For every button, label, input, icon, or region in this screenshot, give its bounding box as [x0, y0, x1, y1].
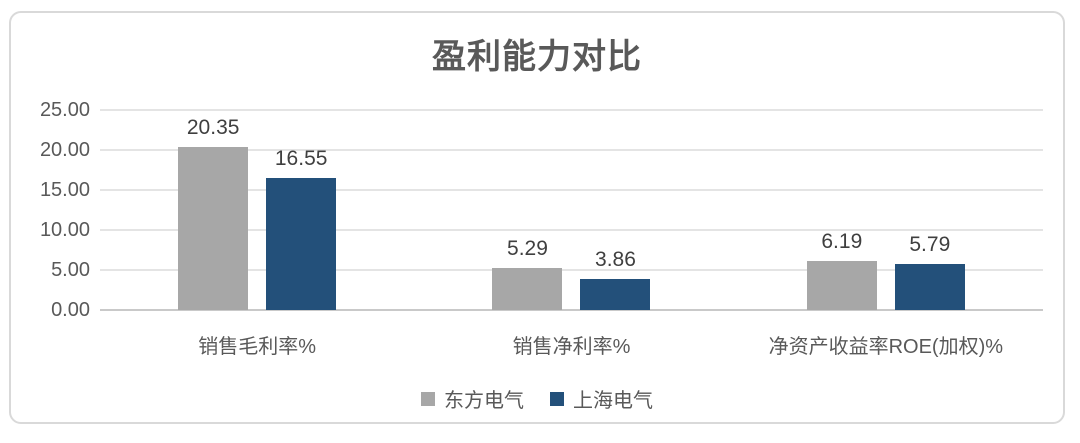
bar-东方电气: 20.35	[178, 116, 249, 310]
x-axis-category-label: 净资产收益率ROE(加权)%	[768, 336, 1004, 358]
bar-上海电气: 5.79	[894, 233, 965, 310]
bar-东方电气: 5.29	[492, 237, 563, 310]
y-axis-tick-label: 15.00	[39, 179, 90, 201]
legend: 东方电气 上海电气	[11, 384, 1063, 413]
chart-title: 盈利能力对比	[432, 38, 642, 76]
legend-item-上海电气: 上海电气	[550, 384, 653, 413]
legend-label: 东方电气	[444, 390, 524, 412]
bar-value-label: 20.35	[186, 116, 240, 140]
bar-group: 20.35 16.55	[100, 116, 414, 310]
y-axis-tick-label: 25.00	[39, 99, 90, 121]
bar-group: 5.29 3.86	[414, 237, 728, 310]
y-axis-tick-label: 5.00	[51, 259, 90, 281]
legend-swatch-icon	[421, 391, 435, 406]
bar-group: 6.19 5.79	[729, 230, 1043, 310]
legend-item-东方电气: 东方电气	[421, 384, 524, 413]
chart-frame: 盈利能力对比 20.35 16.55 5.29 3.86 6.19 5.79 东方电气 上海…	[9, 11, 1065, 424]
gridline	[100, 109, 1043, 111]
bar-value-label: 5.79	[909, 232, 951, 256]
y-axis-tick-label: 20.00	[39, 139, 90, 161]
x-axis-line	[100, 309, 1043, 311]
bar-value-label: 5.29	[507, 236, 548, 260]
bar-上海电气: 16.55	[266, 147, 337, 310]
bar-上海电气: 3.86	[580, 248, 651, 310]
bar-value-label: 3.86	[595, 248, 636, 272]
bar-value-label: 16.55	[274, 146, 328, 170]
x-axis-category-label: 销售毛利率%	[198, 336, 317, 358]
y-axis-tick-label: 0.00	[51, 299, 90, 321]
gridline	[100, 189, 1043, 191]
plot-area: 20.35 16.55 5.29 3.86 6.19 5.79	[100, 109, 1043, 311]
legend-swatch-icon	[550, 391, 564, 406]
bar-东方电气: 6.19	[806, 230, 877, 310]
y-axis-tick-label: 10.00	[39, 219, 90, 241]
gridline	[100, 269, 1043, 271]
x-axis-category-label: 销售净利率%	[512, 336, 631, 358]
gridline	[100, 149, 1043, 151]
gridline	[100, 229, 1043, 231]
bar-value-label: 6.19	[821, 229, 863, 253]
legend-label: 上海电气	[573, 390, 653, 412]
